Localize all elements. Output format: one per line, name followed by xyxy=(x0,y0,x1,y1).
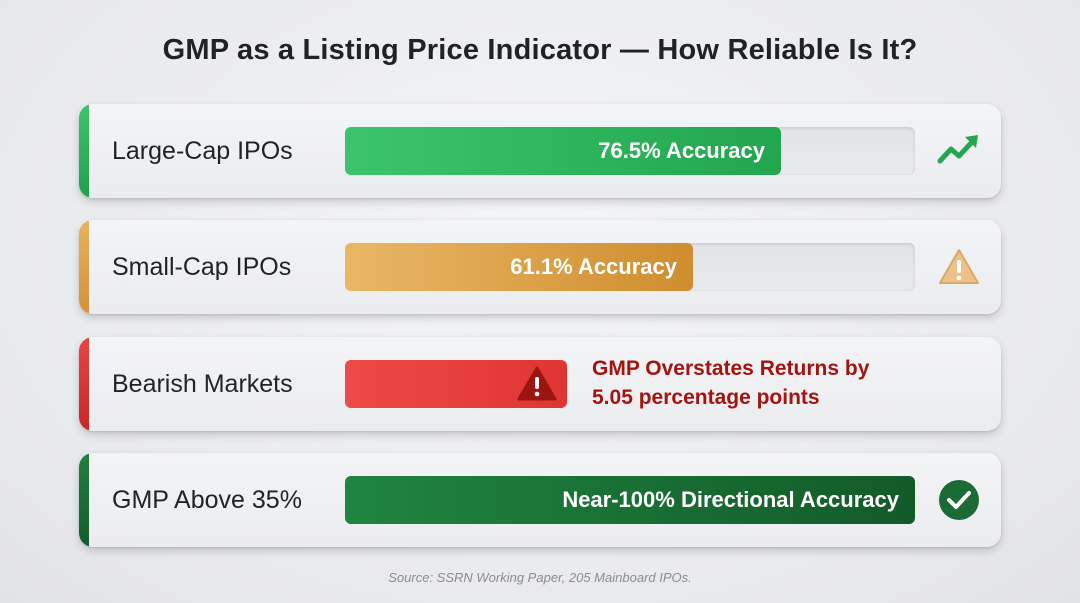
bar-label-large-cap: 76.5% Accuracy xyxy=(598,138,765,163)
source-note: Source: SSRN Working Paper, 205 Mainboar… xyxy=(388,570,692,585)
bar-bearish xyxy=(345,360,567,408)
trend-up-icon xyxy=(937,131,981,171)
row-accent xyxy=(79,104,89,198)
row-accent xyxy=(79,220,89,314)
chart-title: GMP as a Listing Price Indicator — How R… xyxy=(162,34,918,66)
row-large-cap: Large-Cap IPOs 76.5% Accuracy xyxy=(79,104,1001,198)
row-accent xyxy=(79,453,89,547)
bar-track: 76.5% Accuracy xyxy=(345,127,915,175)
check-circle-icon xyxy=(937,479,981,520)
annotation-line-1: GMP Overstates Returns by xyxy=(592,357,870,380)
bar-gmp-above xyxy=(345,476,915,524)
row-accent xyxy=(79,337,89,431)
row-small-cap: Small-Cap IPOs 61.1% Accuracy xyxy=(79,220,1001,314)
annotation-bearish: GMP Overstates Returns by 5.05 percentag… xyxy=(592,354,932,412)
category-label: Small-Cap IPOs xyxy=(112,253,292,281)
row-gmp-above: GMP Above 35% Near-100% Directional Accu… xyxy=(79,453,1001,547)
row-bearish: Bearish Markets GMP Overstates Returns b… xyxy=(79,337,1001,431)
alert-triangle-icon xyxy=(517,366,557,402)
bar-label-gmp-above: Near-100% Directional Accuracy xyxy=(562,487,899,512)
annotation-line-2: 5.05 percentage points xyxy=(592,386,820,409)
category-label: Large-Cap IPOs xyxy=(112,137,293,165)
warning-triangle-icon xyxy=(937,247,981,287)
category-label: GMP Above 35% xyxy=(112,486,302,514)
bar-label-small-cap: 61.1% Accuracy xyxy=(510,254,677,279)
category-label: Bearish Markets xyxy=(112,370,293,398)
bar-track: Near-100% Directional Accuracy xyxy=(345,476,915,524)
bar-small-cap xyxy=(345,243,693,291)
bar-track: 61.1% Accuracy xyxy=(345,243,915,291)
bar-large-cap xyxy=(345,127,781,175)
